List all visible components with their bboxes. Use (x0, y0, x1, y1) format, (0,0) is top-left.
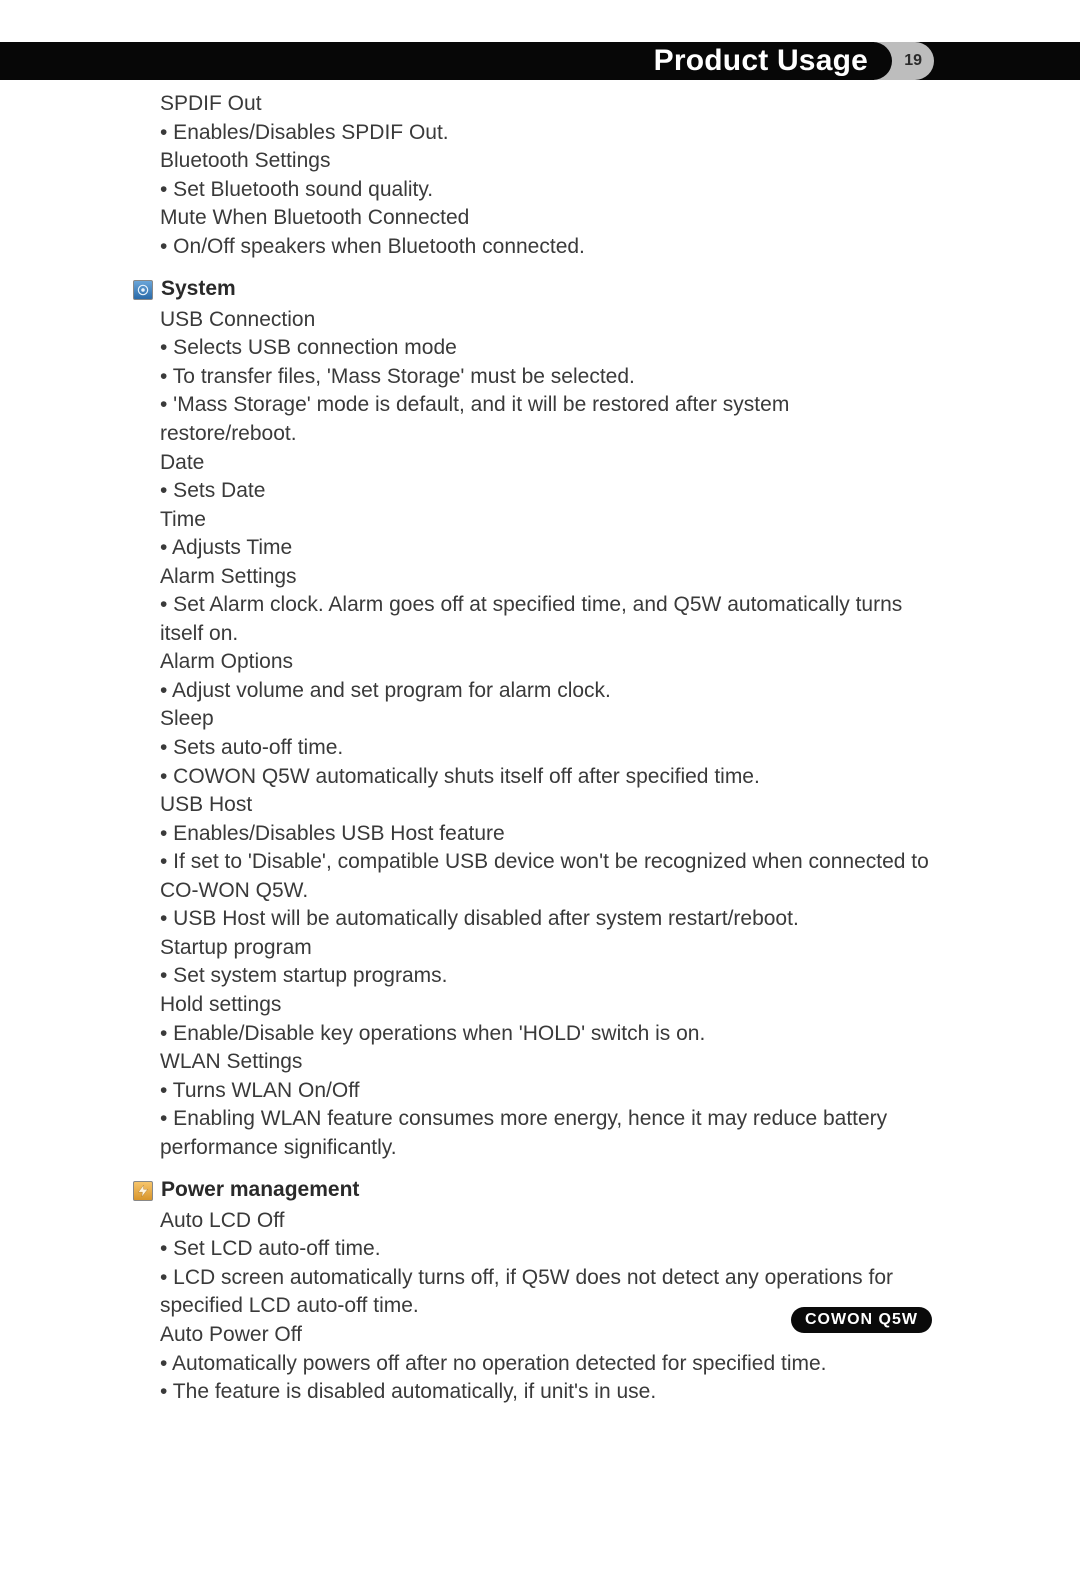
power-heading-label: Power management (161, 1176, 359, 1205)
footer-brand-text: COWON Q5W (805, 1311, 918, 1328)
text-line: • Enable/Disable key operations when 'HO… (160, 1020, 930, 1049)
text-line: • Adjusts Time (160, 534, 930, 563)
text-line: • Turns WLAN On/Off (160, 1077, 930, 1106)
power-icon (133, 1181, 153, 1201)
text-line: • If set to 'Disable', compatible USB de… (160, 848, 930, 905)
system-heading: System (133, 275, 930, 304)
text-line: Time (160, 506, 930, 535)
text-line: • Adjust volume and set program for alar… (160, 677, 930, 706)
text-line: • USB Host will be automatically disable… (160, 905, 930, 934)
text-line: Hold settings (160, 991, 930, 1020)
content: SPDIF Out • Enables/Disables SPDIF Out. … (160, 90, 930, 1407)
header-tab: Product Usage (630, 42, 892, 80)
text-line: • The feature is disabled automatically,… (160, 1378, 930, 1407)
text-line: WLAN Settings (160, 1048, 930, 1077)
text-line: Auto LCD Off (160, 1207, 930, 1236)
page-title: Product Usage (654, 44, 868, 78)
text-line: USB Host (160, 791, 930, 820)
text-line: • To transfer files, 'Mass Storage' must… (160, 363, 930, 392)
text-line: • Enabling WLAN feature consumes more en… (160, 1105, 930, 1162)
text-line: Alarm Options (160, 648, 930, 677)
text-line: Startup program (160, 934, 930, 963)
page-number: 19 (904, 52, 922, 70)
text-line: • 'Mass Storage' mode is default, and it… (160, 391, 930, 448)
text-line: • Automatically powers off after no oper… (160, 1350, 930, 1379)
text-line: • Sets Date (160, 477, 930, 506)
text-line: • Set system startup programs. (160, 962, 930, 991)
text-line: • COWON Q5W automatically shuts itself o… (160, 763, 930, 792)
system-heading-label: System (161, 275, 236, 304)
text-line: Bluetooth Settings (160, 147, 930, 176)
text-line: Alarm Settings (160, 563, 930, 592)
text-line: • Set LCD auto-off time. (160, 1235, 930, 1264)
text-line: • Set Alarm clock. Alarm goes off at spe… (160, 591, 930, 648)
text-line: USB Connection (160, 306, 930, 335)
system-icon (133, 280, 153, 300)
system-section: System USB Connection • Selects USB conn… (160, 275, 930, 1162)
text-line: Sleep (160, 705, 930, 734)
text-line: • Enables/Disables USB Host feature (160, 820, 930, 849)
text-line: • Enables/Disables SPDIF Out. (160, 119, 930, 148)
power-section: Power management Auto LCD Off • Set LCD … (160, 1176, 930, 1406)
text-line: SPDIF Out (160, 90, 930, 119)
text-line: • Set Bluetooth sound quality. (160, 176, 930, 205)
text-line: Mute When Bluetooth Connected (160, 204, 930, 233)
intro-block: SPDIF Out • Enables/Disables SPDIF Out. … (160, 90, 930, 261)
power-heading: Power management (133, 1176, 930, 1205)
text-line: • Selects USB connection mode (160, 334, 930, 363)
text-line: • Sets auto-off time. (160, 734, 930, 763)
text-line: Date (160, 449, 930, 478)
text-line: • On/Off speakers when Bluetooth connect… (160, 233, 930, 262)
footer-brand-badge: COWON Q5W (791, 1307, 932, 1333)
